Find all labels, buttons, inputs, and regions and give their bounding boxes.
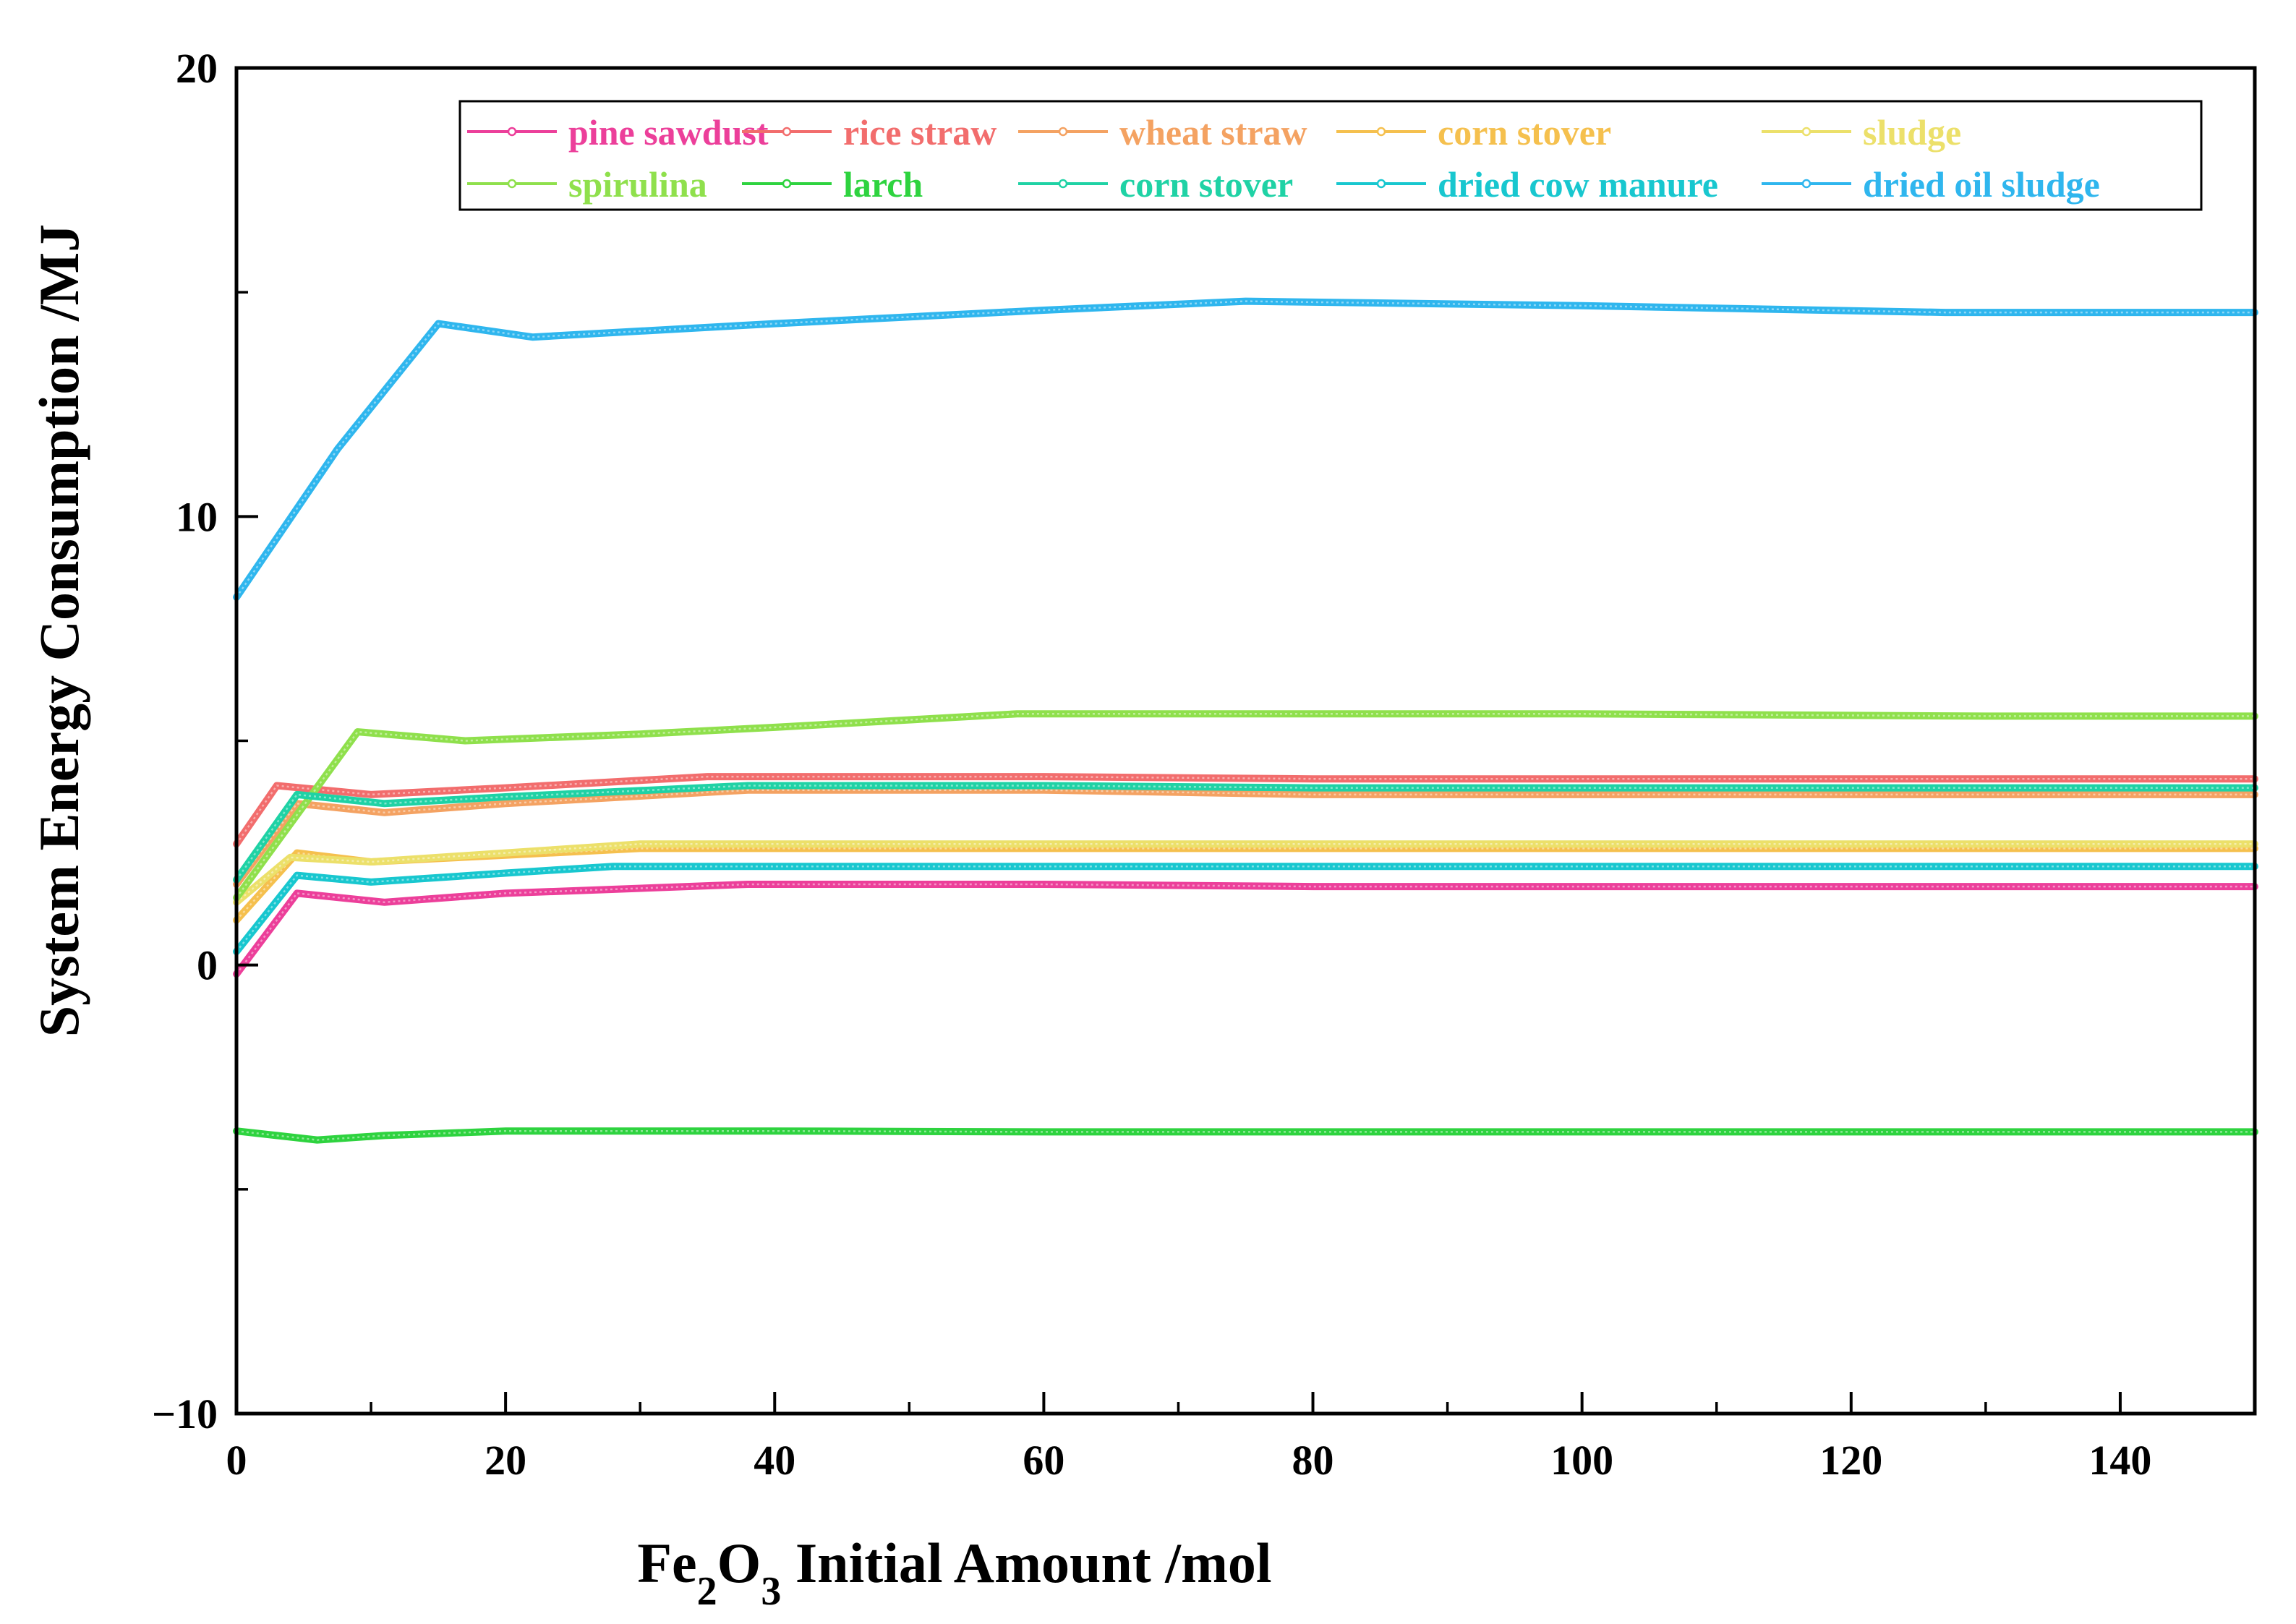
x-tick-label: 40: [754, 1437, 795, 1484]
series-line-texture-sludge: [236, 842, 2255, 903]
series-line-texture-spirulina: [235, 713, 2255, 899]
legend-marker-corn-stover: [1058, 179, 1068, 189]
legend: pine sawdust rice straw wheat straw corn st…: [458, 100, 2203, 211]
legend-box: [458, 100, 2203, 211]
legend-marker-larch: [782, 179, 792, 189]
series-line-texture-dried-cow-manure: [236, 865, 2255, 952]
series-line-texture-corn-stover: [235, 785, 2255, 881]
legend-marker-sludge: [1801, 127, 1811, 137]
legend-label-larch: larch: [843, 164, 923, 205]
series-line-sludge: [233, 840, 2258, 906]
legend-label-dried-cow-manure: dried cow manure: [1438, 164, 1718, 205]
x-axis-label: Fe2O3 Initial Amount /mol: [637, 1531, 1271, 1614]
legend-label-corn-stover: corn stover: [1119, 164, 1293, 205]
x-tick-label: 80: [1292, 1437, 1334, 1484]
legend-marker-pine-sawdust: [507, 127, 517, 137]
plot-frame: [234, 66, 2257, 1416]
series-line-texture-dried-oil-sludge: [235, 300, 2255, 598]
legend-label-rice-straw: rice straw: [843, 112, 997, 153]
series-line-texture-larch: [236, 1129, 2255, 1141]
legend-marker-wheat-straw: [1058, 127, 1068, 137]
x-tick-label: 20: [485, 1437, 526, 1484]
series-line-larch: [233, 1127, 2258, 1144]
series-line-wheat-straw: [233, 786, 2258, 888]
legend-label-corn-stover: corn stover: [1438, 112, 1611, 153]
x-tick-label: 120: [1819, 1437, 1882, 1484]
plot-content: [233, 297, 2258, 1144]
legend-marker-dried-oil-sludge: [1801, 179, 1811, 189]
series-line-pine-sawdust: [233, 881, 2258, 978]
legend-label-pine-sawdust: pine sawdust: [568, 112, 769, 153]
x-tick-label: 0: [226, 1437, 247, 1484]
y-axis-label: System Energy Consumption /MJ: [27, 224, 90, 1038]
series-line-texture-rice-straw: [235, 775, 2255, 845]
y-tick-label: 20: [176, 45, 218, 92]
legend-label-sludge: sludge: [1863, 112, 1961, 153]
legend-label-wheat-straw: wheat straw: [1119, 112, 1307, 153]
y-tick-label: −10: [152, 1390, 218, 1437]
series-line-spirulina: [233, 710, 2258, 902]
x-tick-label: 60: [1023, 1437, 1064, 1484]
legend-marker-spirulina: [507, 179, 517, 189]
series-line-corn-stover: [233, 782, 2258, 884]
legend-items: pine sawdust rice straw wheat straw corn st…: [467, 112, 2100, 205]
legend-marker-dried-cow-manure: [1376, 179, 1386, 189]
series-line-rice-straw: [233, 773, 2258, 848]
legend-marker-corn-stover: [1376, 127, 1386, 137]
series-line-dried-cow-manure: [233, 863, 2258, 956]
series-line-texture-pine-sawdust: [235, 883, 2255, 975]
legend-marker-rice-straw: [782, 127, 792, 137]
legend-label-dried-oil-sludge: dried oil sludge: [1863, 164, 2100, 205]
y-tick-label: 10: [176, 493, 218, 540]
x-tick-label: 140: [2088, 1437, 2151, 1484]
x-tick-label: 100: [1550, 1437, 1613, 1484]
legend-label-spirulina: spirulina: [568, 164, 707, 205]
series-line-dried-oil-sludge: [233, 297, 2258, 601]
y-tick-label: 0: [197, 942, 218, 989]
